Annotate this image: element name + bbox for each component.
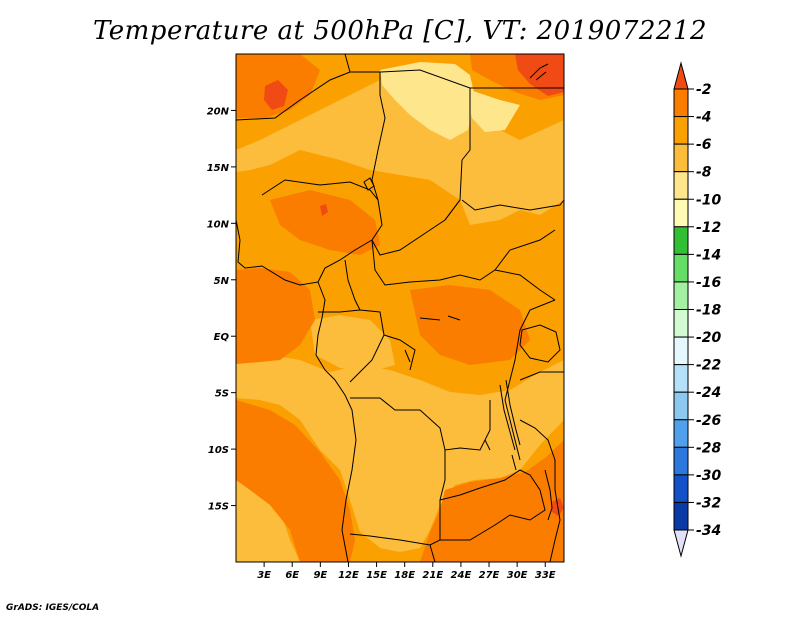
lat-tick-label: 10S bbox=[208, 445, 229, 456]
lake-malawi bbox=[544, 469, 553, 521]
lon-tick-label: 15E bbox=[366, 570, 387, 581]
lat-tick-label: EQ bbox=[214, 332, 230, 343]
colorbar-label: -22 bbox=[696, 358, 721, 374]
colorbar-swatch bbox=[673, 446, 689, 476]
colorbar-label: -24 bbox=[696, 385, 721, 401]
lat-tick-label: 10N bbox=[207, 219, 230, 230]
colorbar-label: -14 bbox=[696, 247, 721, 263]
colorbar-swatch bbox=[673, 253, 689, 283]
field-warm-patch bbox=[420, 440, 564, 562]
colorbar-swatch bbox=[673, 143, 689, 173]
field-warmest-spot bbox=[264, 80, 288, 110]
colorbar-swatch bbox=[673, 88, 689, 118]
colorbar-label: -10 bbox=[696, 192, 722, 208]
colorbar-swatch bbox=[673, 474, 689, 503]
colorbar-label: -34 bbox=[696, 523, 721, 539]
country-borders bbox=[236, 54, 564, 562]
colorbar-cap-bottom bbox=[673, 529, 689, 558]
lat-tick-label: 5S bbox=[215, 389, 229, 400]
colorbar-swatch bbox=[673, 309, 689, 338]
map-title: Temperature at 500hPa [C], VT: 201907221… bbox=[92, 16, 708, 46]
colorbar-swatch bbox=[673, 501, 689, 531]
border-namibia bbox=[429, 544, 436, 562]
lake-victoria bbox=[519, 324, 561, 363]
field-cool-band bbox=[236, 355, 564, 552]
border-east bbox=[519, 371, 564, 562]
border-angola-zambia bbox=[349, 450, 446, 546]
colorbar-label: -8 bbox=[696, 165, 712, 181]
border-zambia bbox=[439, 469, 546, 541]
field-warm-patch bbox=[236, 268, 315, 364]
border-nigeria-cameroon bbox=[317, 239, 373, 311]
colorbar-cap-top bbox=[673, 61, 689, 90]
border-cameroon-south bbox=[318, 309, 385, 336]
colorbar-swatch bbox=[673, 336, 689, 366]
border-south-sudan bbox=[444, 199, 556, 271]
field-warm-patch bbox=[270, 190, 380, 255]
grads-credit: GrADS: IGES/COLA bbox=[6, 603, 100, 613]
field-warmest-spot bbox=[320, 204, 328, 216]
colorbar-label: -20 bbox=[696, 330, 722, 346]
temperature-field bbox=[236, 54, 564, 562]
colorbar-swatch bbox=[673, 419, 689, 448]
border-sudan bbox=[461, 199, 564, 211]
lon-tick-label: 33E bbox=[535, 570, 556, 581]
colorbar-label: -2 bbox=[696, 82, 712, 98]
field-warm-patch bbox=[236, 400, 355, 562]
field-cool-band bbox=[236, 70, 564, 225]
lon-tick-label: 18E bbox=[394, 570, 415, 581]
lat-tick-label: 15S bbox=[208, 502, 229, 513]
field-cool-band bbox=[236, 480, 300, 562]
coastline bbox=[236, 219, 357, 562]
lon-tick-label: 12E bbox=[338, 570, 359, 581]
lon-tick-label: 21E bbox=[422, 570, 443, 581]
colorbar-label: -30 bbox=[696, 468, 722, 484]
colorbar-label: -12 bbox=[696, 220, 721, 236]
colorbar-label: -28 bbox=[696, 440, 722, 456]
lat-tick-label: 15N bbox=[207, 163, 230, 174]
colorbar-label: -4 bbox=[696, 110, 712, 126]
colorbar: -2 -4 -6 -8 -10 -12 -14 -16 -18 -20 -22 -24 -26 -28 -3… bbox=[673, 61, 722, 558]
lake-tanganyika bbox=[499, 379, 521, 451]
field-coolest-patch bbox=[470, 90, 520, 132]
lat-tick-label: 20N bbox=[207, 106, 230, 117]
colorbar-label: -6 bbox=[696, 137, 712, 153]
colorbar-label: -18 bbox=[696, 303, 722, 319]
border-drc-east bbox=[504, 299, 556, 461]
field-cool-band bbox=[310, 315, 395, 372]
lake-chad bbox=[363, 177, 375, 191]
colorbar-swatch bbox=[673, 226, 689, 255]
border-niger-nigeria bbox=[261, 179, 383, 241]
colorbar-swatch bbox=[673, 364, 689, 393]
map-frame bbox=[235, 53, 565, 563]
colorbar-swatch bbox=[673, 116, 689, 145]
lon-tick-label: 9E bbox=[313, 570, 327, 581]
colorbar-label: -16 bbox=[696, 275, 722, 291]
lon-tick-label: 3E bbox=[257, 570, 271, 581]
axis-ticks: 20N 15N 10N 5N EQ 5S 10S 15S 3E 6E 9E 12E 15E 18E 21E 2… bbox=[207, 106, 556, 581]
border-car bbox=[371, 239, 556, 301]
border-congo bbox=[349, 334, 416, 383]
colorbar-label: -26 bbox=[696, 413, 722, 429]
river-dashes bbox=[404, 315, 517, 471]
colorbar-swatch bbox=[673, 391, 689, 421]
lon-tick-label: 27E bbox=[479, 570, 500, 581]
colorbar-swatch bbox=[673, 198, 689, 228]
lon-tick-label: 30E bbox=[507, 570, 528, 581]
lon-tick-label: 24E bbox=[451, 570, 472, 581]
colorbar-swatch bbox=[673, 171, 689, 200]
colorbar-swatch bbox=[673, 281, 689, 310]
lon-tick-label: 6E bbox=[285, 570, 299, 581]
colorbar-label: -32 bbox=[696, 495, 721, 511]
field-warmest-spot bbox=[515, 54, 564, 96]
field-warm-patch bbox=[410, 285, 530, 365]
lat-tick-label: 5N bbox=[214, 276, 230, 287]
red-sea-coast bbox=[529, 63, 549, 81]
